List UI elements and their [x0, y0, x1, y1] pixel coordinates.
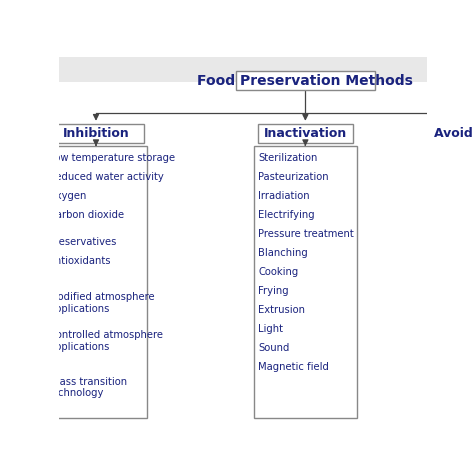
FancyBboxPatch shape — [258, 124, 353, 143]
Text: Antioxidants: Antioxidants — [49, 256, 111, 266]
Text: Controlled atmosphere
applications: Controlled atmosphere applications — [49, 330, 163, 352]
Text: Food Preservation Methods: Food Preservation Methods — [198, 73, 413, 88]
Text: Low temperature storage: Low temperature storage — [49, 153, 175, 163]
Text: GMP: GMP — [468, 248, 474, 258]
Text: Pressure treatment: Pressure treatment — [258, 229, 354, 239]
Text: Frying: Frying — [258, 286, 289, 296]
Text: Packaging: Packaging — [468, 153, 474, 163]
Text: Pasteurization: Pasteurization — [258, 172, 329, 182]
Text: Hygienic storage: Hygienic storage — [468, 191, 474, 201]
FancyBboxPatch shape — [236, 71, 375, 90]
Text: Reduced water activity: Reduced water activity — [49, 172, 164, 182]
Text: HACCP: HACCP — [468, 229, 474, 239]
Text: Light: Light — [258, 324, 283, 334]
Text: TQM: TQM — [468, 286, 474, 296]
Text: Irradiation: Irradiation — [258, 191, 310, 201]
Text: Hygienic processing: Hygienic processing — [468, 172, 474, 182]
FancyBboxPatch shape — [45, 146, 147, 418]
FancyBboxPatch shape — [30, 57, 474, 82]
FancyBboxPatch shape — [467, 124, 474, 143]
Text: Sound: Sound — [258, 343, 290, 353]
Text: Glass transition
technology: Glass transition technology — [49, 377, 127, 399]
Text: Extrusion: Extrusion — [258, 305, 305, 315]
Text: Inhibition: Inhibition — [63, 127, 129, 140]
Text: Oxygen: Oxygen — [49, 191, 87, 201]
Text: Cooking: Cooking — [258, 267, 299, 277]
Text: Risk analysis and
critical control points: Risk analysis and critical control point… — [468, 305, 474, 326]
Text: Modified atmosphere
applications: Modified atmosphere applications — [49, 292, 155, 314]
Text: ISO 9000: ISO 9000 — [468, 267, 474, 277]
Text: Sterilization: Sterilization — [258, 153, 318, 163]
Text: Carbon dioxide: Carbon dioxide — [49, 210, 124, 220]
FancyBboxPatch shape — [464, 146, 474, 418]
Text: Inactivation: Inactivation — [264, 127, 347, 140]
Text: Blanching: Blanching — [258, 248, 308, 258]
Text: Electrifying: Electrifying — [258, 210, 315, 220]
Text: Aseptic processing: Aseptic processing — [468, 210, 474, 220]
Text: Avoid Recontamination: Avoid Recontamination — [434, 127, 474, 140]
FancyBboxPatch shape — [48, 124, 144, 143]
FancyBboxPatch shape — [254, 146, 357, 418]
Text: Magnetic field: Magnetic field — [258, 362, 329, 372]
Text: Preservatives: Preservatives — [49, 237, 116, 247]
